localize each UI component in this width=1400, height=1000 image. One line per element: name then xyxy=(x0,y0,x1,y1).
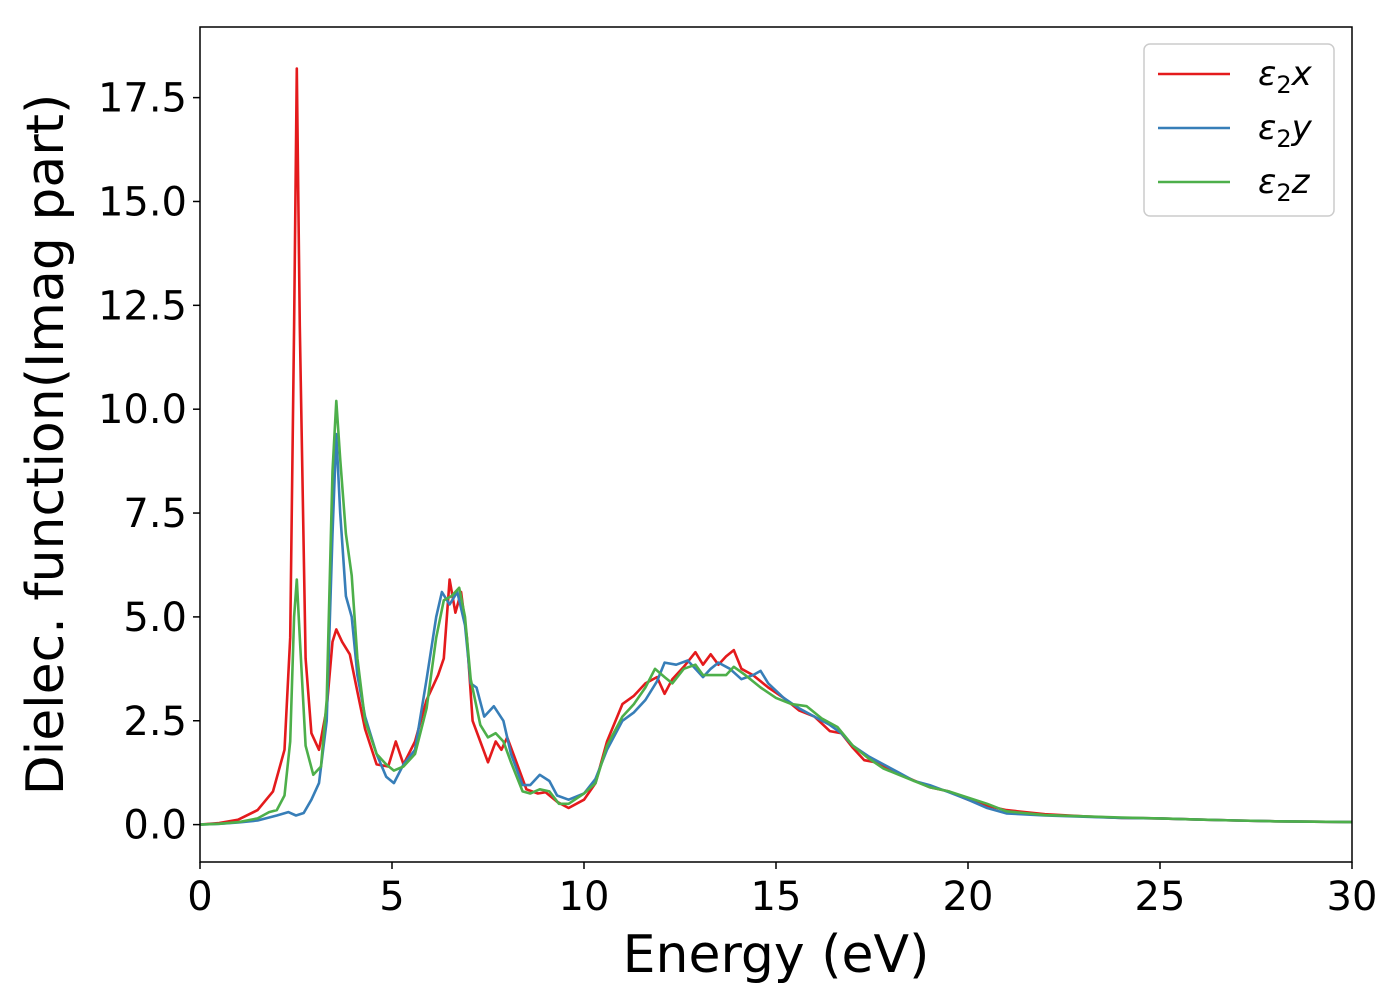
y-axis-title: Dielec. function(Imag part) xyxy=(16,94,76,796)
x-tick-label: 30 xyxy=(1327,874,1378,920)
series-line-z xyxy=(200,399,1352,826)
x-tick-label: 25 xyxy=(1135,874,1186,920)
x-axis-ticks: 0 5 10 15 20 25 30 xyxy=(187,862,1377,920)
x-tick-label: 15 xyxy=(751,874,802,920)
y-tick-label: 7.5 xyxy=(123,491,187,537)
legend-label-x: ε2x xyxy=(1258,54,1313,99)
y-tick-label: 0.0 xyxy=(123,803,187,849)
x-axis-title: Energy (eV) xyxy=(623,925,930,985)
x-tick-label: 5 xyxy=(379,874,404,920)
legend-label-y: ε2y xyxy=(1258,108,1313,153)
x-tick-label: 20 xyxy=(943,874,994,920)
series-line-y xyxy=(200,432,1352,826)
x-tick-label: 10 xyxy=(559,874,610,920)
y-axis-ticks: 0.0 2.5 5.0 7.5 10.0 12.5 15.0 17.5 xyxy=(98,76,200,849)
y-tick-label: 2.5 xyxy=(123,699,187,745)
legend-items: ε2x ε2y ε2z xyxy=(1158,54,1313,207)
legend-label-z: ε2z xyxy=(1258,162,1311,207)
y-tick-label: 5.0 xyxy=(123,595,187,641)
series-layer xyxy=(200,67,1352,826)
y-tick-label: 15.0 xyxy=(98,179,187,225)
x-tick-label: 0 xyxy=(187,874,212,920)
legend-box xyxy=(1143,43,1335,217)
y-tick-label: 12.5 xyxy=(98,283,187,329)
y-tick-label: 10.0 xyxy=(98,387,187,433)
y-tick-label: 17.5 xyxy=(98,76,187,122)
legend: ε2x ε2y ε2z xyxy=(1143,43,1335,217)
